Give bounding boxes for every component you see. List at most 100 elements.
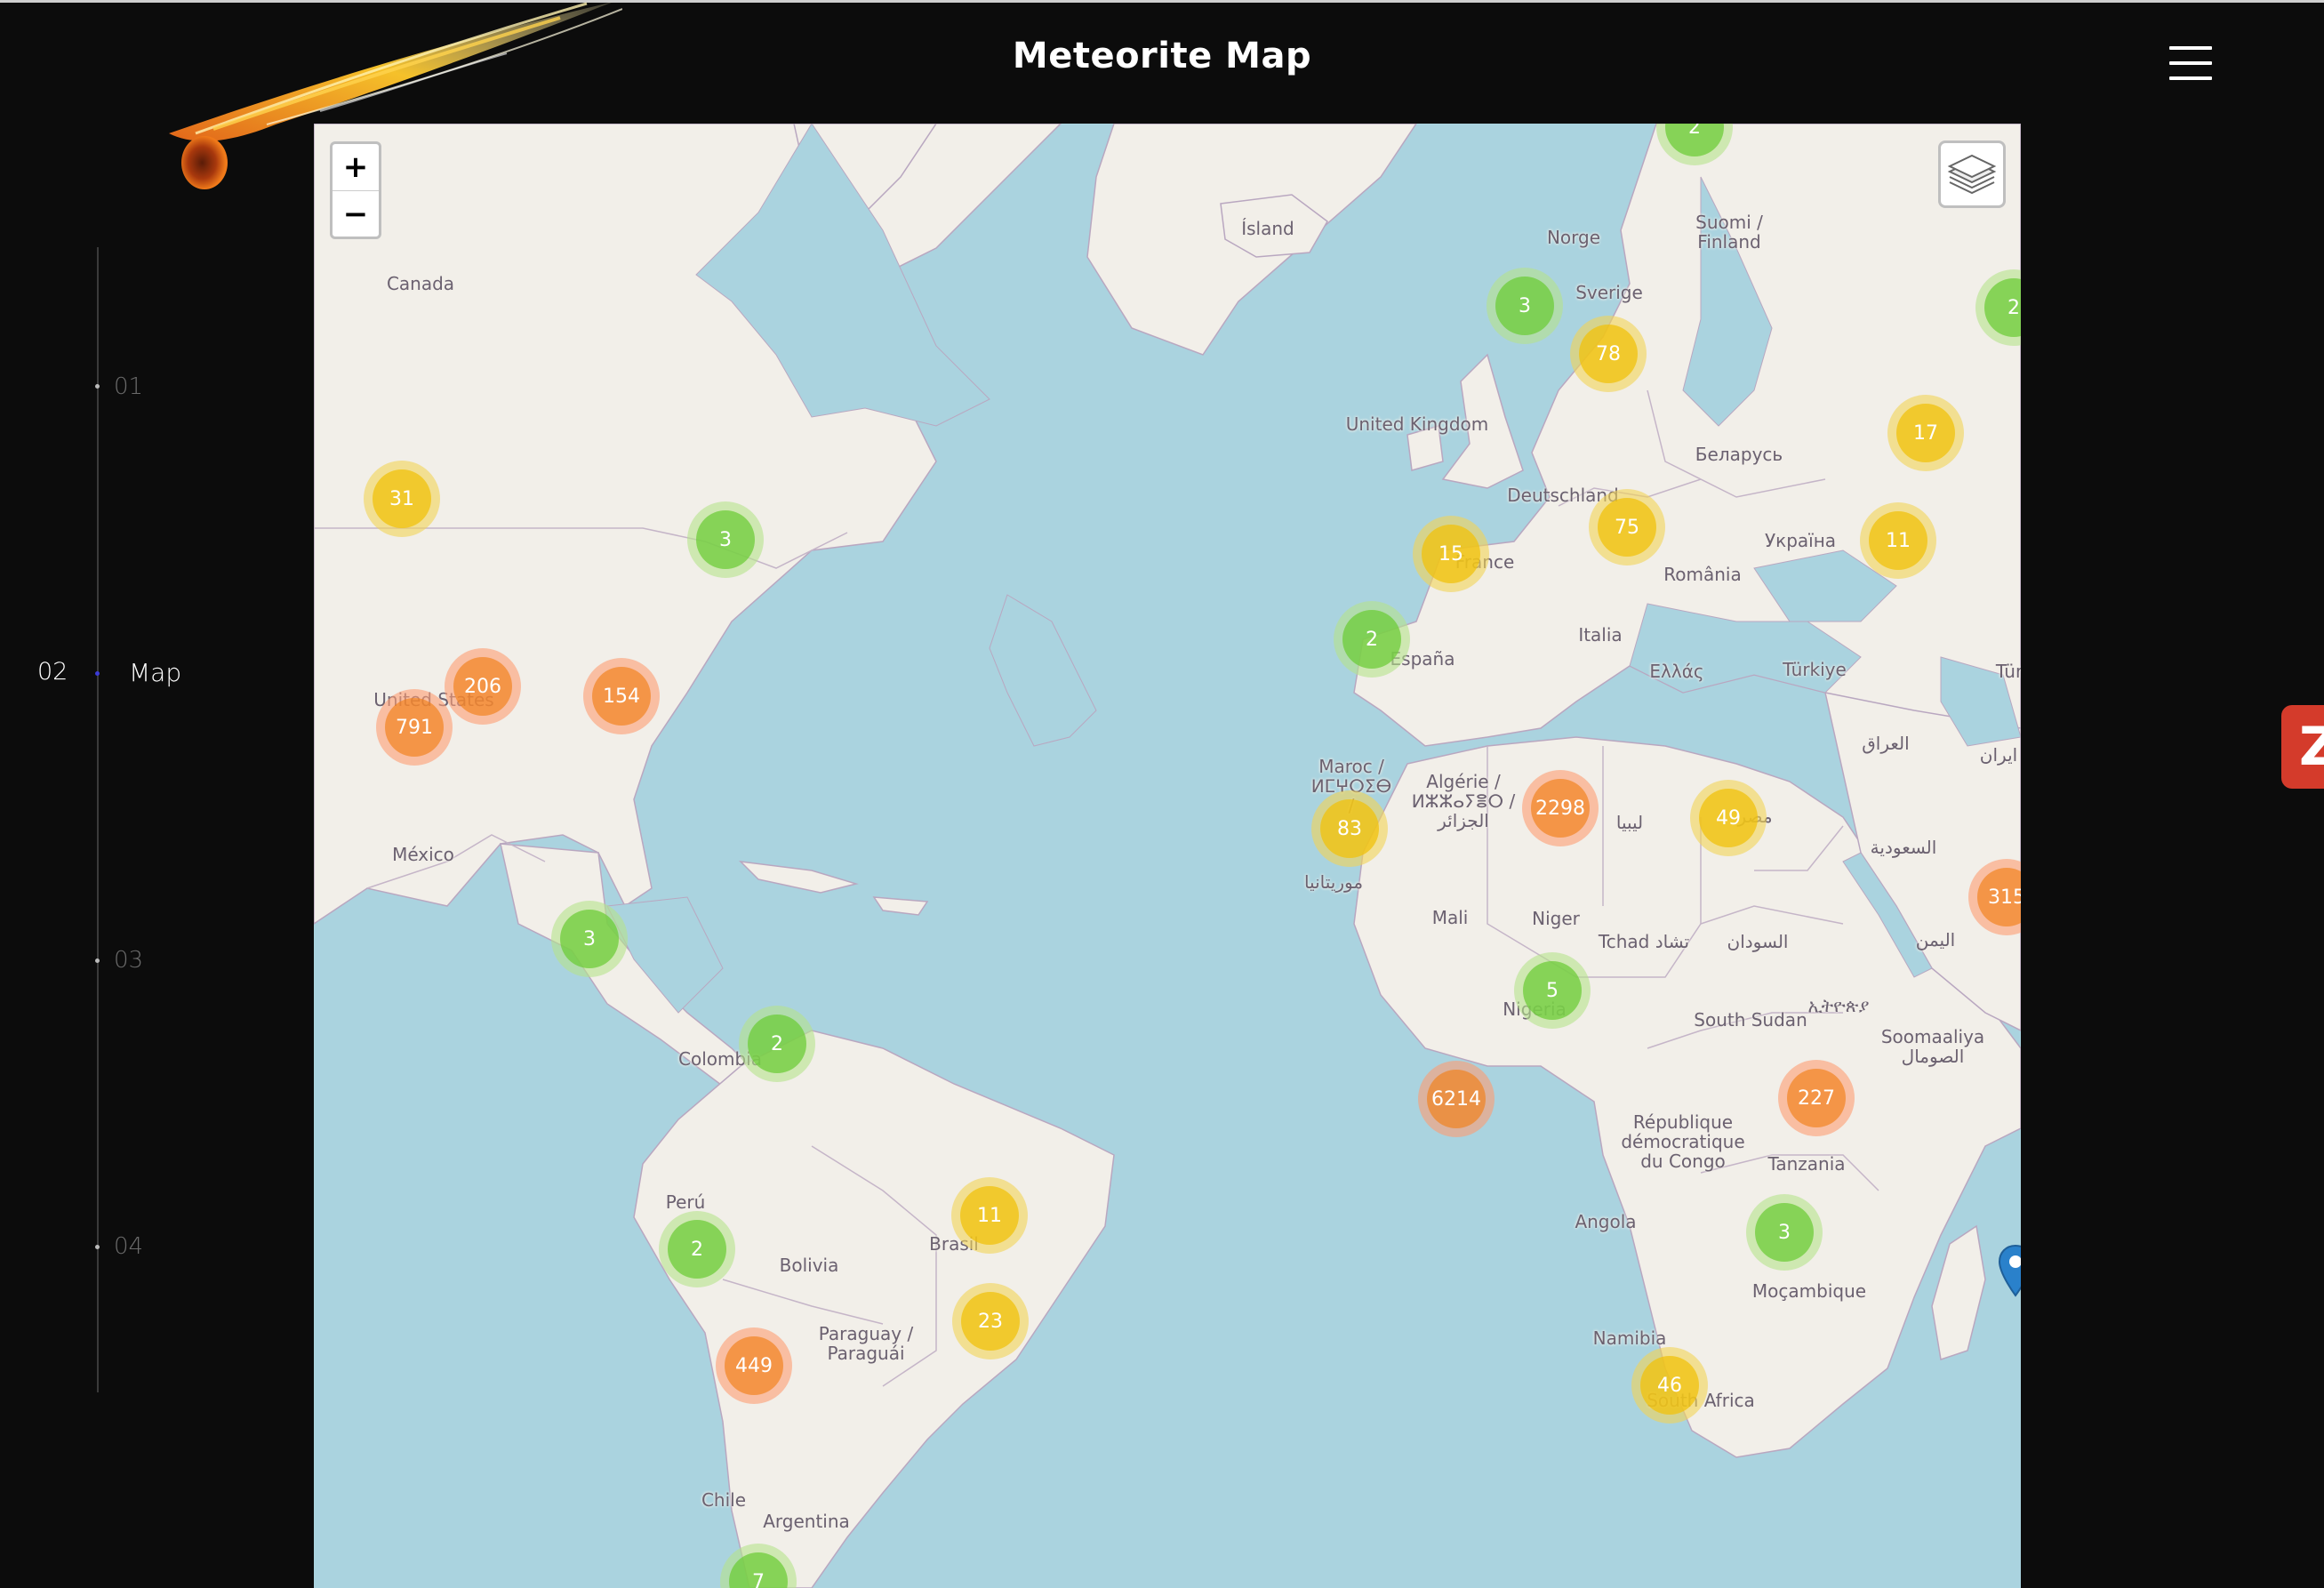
section-rail bbox=[97, 247, 99, 1392]
rail-dot-03[interactable] bbox=[95, 958, 100, 963]
rail-dot-02[interactable] bbox=[95, 671, 100, 676]
map-label: ኢትዮጵያ bbox=[1807, 995, 1870, 1016]
cluster-count: 3 bbox=[560, 910, 619, 968]
cluster-marker[interactable]: 154 bbox=[583, 658, 660, 734]
cluster-count: 6214 bbox=[1427, 1070, 1486, 1128]
map-label: Беларусь bbox=[1695, 444, 1783, 465]
map-label: ایران bbox=[1979, 744, 2018, 766]
cluster-marker[interactable]: 227 bbox=[1778, 1060, 1855, 1136]
cluster-marker[interactable]: 11 bbox=[1860, 502, 1936, 579]
map-label: Sverige bbox=[1575, 282, 1643, 303]
cluster-count: 15 bbox=[1422, 525, 1480, 583]
map-label: Tür bbox=[1995, 661, 2021, 682]
nav-item-04[interactable]: 04 bbox=[114, 1233, 144, 1260]
cluster-count: 2298 bbox=[1531, 779, 1590, 838]
side-feedback-tab[interactable]: Z bbox=[2281, 705, 2324, 789]
cluster-count: 154 bbox=[592, 667, 651, 726]
cluster-count: 2 bbox=[668, 1220, 726, 1279]
map-label: România bbox=[1663, 564, 1742, 585]
cluster-count: 2 bbox=[1342, 610, 1401, 669]
map-label: République démocratique du Congo bbox=[1621, 1111, 1745, 1172]
cluster-count: 3 bbox=[1755, 1203, 1814, 1262]
map-label: اليمن bbox=[1915, 929, 1956, 950]
cluster-marker[interactable]: 5 bbox=[1514, 952, 1591, 1029]
map-label: Norge bbox=[1546, 227, 1601, 248]
cluster-count: 315 bbox=[1977, 868, 2021, 926]
map-label: Paraguay / Paraguái bbox=[818, 1323, 914, 1364]
cluster-count: 3 bbox=[1495, 277, 1554, 335]
cluster-count: 78 bbox=[1579, 325, 1638, 383]
cluster-marker[interactable]: 3 bbox=[1746, 1194, 1823, 1271]
nav-item-03[interactable]: 03 bbox=[114, 947, 144, 974]
map-label: السعودية bbox=[1870, 837, 1937, 858]
layers-icon bbox=[1947, 154, 1997, 195]
cluster-marker[interactable]: 15 bbox=[1413, 516, 1489, 592]
map-label: موريتانيا bbox=[1303, 871, 1364, 893]
zoom-control: + − bbox=[330, 141, 381, 239]
map-label: Italia bbox=[1578, 624, 1623, 646]
nav-active-number[interactable]: 02 bbox=[37, 658, 68, 686]
page-title: Meteorite Map bbox=[1012, 36, 1312, 76]
cluster-marker[interactable]: 49 bbox=[1690, 780, 1767, 856]
comet-logo-icon bbox=[169, 2, 622, 189]
map-label: México bbox=[392, 844, 454, 865]
map-label: Türkiye bbox=[1783, 659, 1847, 680]
cluster-marker[interactable]: 78 bbox=[1570, 316, 1647, 392]
map-label: Perú bbox=[665, 1191, 706, 1213]
cluster-count: 23 bbox=[961, 1292, 1020, 1351]
cluster-count: 17 bbox=[1896, 404, 1955, 462]
cluster-marker[interactable]: 2 bbox=[739, 1006, 815, 1082]
map-label: السودان bbox=[1727, 931, 1789, 952]
map-label: Canada bbox=[386, 273, 455, 294]
map-label: Moçambique bbox=[1751, 1280, 1867, 1302]
map-label: Mali bbox=[1431, 907, 1469, 928]
layers-button[interactable] bbox=[1938, 140, 2006, 208]
cluster-marker[interactable]: 3 bbox=[1487, 268, 1563, 344]
map-label: العراق bbox=[1862, 733, 1910, 754]
cluster-marker[interactable]: 2 bbox=[1334, 601, 1410, 678]
zoom-out-button[interactable]: − bbox=[342, 196, 369, 232]
world-map[interactable]: Canada United States México Colombia Per… bbox=[314, 124, 2021, 1588]
cluster-count: 7 bbox=[729, 1552, 788, 1588]
cluster-marker[interactable]: 31 bbox=[364, 461, 440, 537]
cluster-marker[interactable]: 83 bbox=[1311, 790, 1388, 867]
hamburger-menu-icon[interactable] bbox=[2169, 46, 2214, 82]
cluster-count: 49 bbox=[1699, 789, 1758, 847]
nav-active-label[interactable]: Map bbox=[129, 658, 182, 687]
nav-item-01[interactable]: 01 bbox=[114, 373, 144, 400]
rail-dot-01[interactable] bbox=[95, 384, 100, 389]
cluster-marker[interactable]: 3 bbox=[687, 501, 764, 578]
map-label: Tanzania bbox=[1767, 1153, 1846, 1175]
cluster-marker[interactable]: 75 bbox=[1589, 489, 1665, 565]
map-label: Bolivia bbox=[779, 1255, 839, 1276]
map-label: Ελλάς bbox=[1649, 661, 1704, 682]
cluster-marker[interactable]: 6214 bbox=[1418, 1061, 1495, 1137]
map-label: Niger bbox=[1532, 908, 1580, 929]
cluster-marker[interactable]: 791 bbox=[376, 689, 453, 766]
cluster-marker[interactable]: 449 bbox=[716, 1327, 792, 1404]
zoom-in-button[interactable]: + bbox=[333, 144, 379, 191]
map-label: Chile bbox=[701, 1489, 747, 1511]
cluster-count: 2 bbox=[1665, 124, 1724, 156]
cluster-marker[interactable]: 206 bbox=[445, 648, 521, 725]
map-label: South Sudan bbox=[1694, 1009, 1807, 1031]
rail-dot-04[interactable] bbox=[95, 1245, 100, 1249]
cluster-marker[interactable]: 17 bbox=[1887, 395, 1964, 471]
cluster-marker[interactable]: 46 bbox=[1631, 1347, 1708, 1424]
cluster-marker[interactable]: 3 bbox=[551, 901, 628, 977]
cluster-count: 46 bbox=[1640, 1356, 1699, 1415]
location-pin-icon[interactable] bbox=[1998, 1244, 2021, 1297]
map-label: Deutschland bbox=[1507, 485, 1619, 506]
map-basemap bbox=[314, 124, 2021, 1588]
cluster-marker[interactable]: 11 bbox=[951, 1177, 1028, 1254]
map-label: Україна bbox=[1764, 530, 1837, 551]
map-label: Soomaaliya الصومال bbox=[1880, 1026, 1985, 1067]
cluster-count: 791 bbox=[385, 698, 444, 757]
cluster-count: 11 bbox=[1869, 511, 1927, 570]
cluster-count: 2 bbox=[1984, 278, 2021, 337]
cluster-marker[interactable]: 2298 bbox=[1522, 770, 1599, 846]
cluster-marker[interactable]: 2 bbox=[659, 1211, 735, 1287]
map-label: Argentina bbox=[763, 1511, 850, 1532]
cluster-marker[interactable]: 23 bbox=[952, 1283, 1029, 1359]
cluster-count: 449 bbox=[725, 1336, 783, 1395]
